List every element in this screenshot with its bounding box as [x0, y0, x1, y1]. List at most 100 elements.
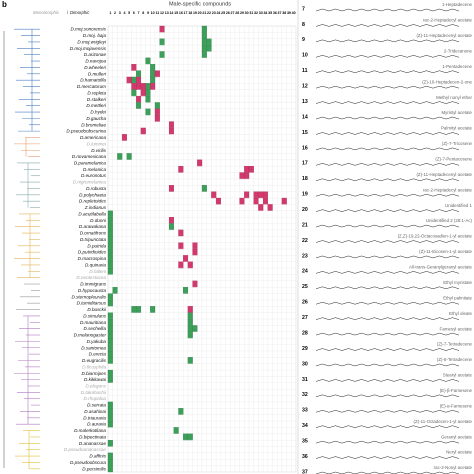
dimorphic-cell	[168, 127, 174, 135]
species-name: D.ornatifrons	[80, 231, 107, 236]
species-name: D.putrida	[87, 243, 106, 248]
monomorphic-cell	[107, 242, 113, 250]
compound-number: 26	[302, 300, 308, 306]
monomorphic-cell	[183, 287, 189, 294]
species-name: D.virilis	[91, 148, 107, 153]
compound-number: 11	[302, 68, 308, 74]
compound-name: Farnesyl acetate	[440, 326, 473, 331]
dimorphic-cell	[192, 248, 198, 256]
species-name: D.erecta	[89, 352, 107, 357]
dimorphic-cell	[253, 197, 259, 205]
species-name: D.arawakana	[79, 224, 107, 229]
monomorphic-cell	[154, 102, 160, 109]
compound-name: Geranyl acetate	[441, 434, 473, 439]
dimorphic-cell	[197, 159, 203, 167]
compound-name: (Z)-10-Heptadecen-2-one	[422, 79, 472, 84]
species-name: D.ficusphila	[82, 364, 106, 369]
column-number: 18	[188, 11, 192, 15]
compound-name: 2-Tridecanone	[444, 48, 473, 53]
column-number: 16	[179, 11, 183, 15]
dimorphic-cell	[262, 197, 268, 205]
species-name: D.moj. baja	[83, 33, 107, 38]
species-name: D.busckii	[87, 307, 107, 312]
dimorphic-cell	[244, 191, 250, 199]
compound-structure	[315, 209, 460, 212]
monomorphic-cell	[107, 261, 113, 269]
species-name: D.hypocausta	[78, 288, 107, 293]
dimorphic-cell	[168, 216, 174, 224]
species-name: D.falleni	[89, 269, 107, 274]
compound-number: 8	[302, 22, 305, 28]
monomorphic-cell	[145, 83, 151, 90]
species-name: D.elegans	[85, 384, 106, 389]
dimorphic-cell	[159, 25, 165, 33]
compound-number: 27	[302, 315, 308, 321]
species-name: D.santomea	[81, 345, 106, 350]
dimorphic-cell	[178, 229, 184, 237]
compound-name: Ethyl oleate	[449, 311, 473, 316]
monomorphic-cell	[107, 229, 113, 237]
column-number: 15	[174, 11, 178, 15]
dimorphic-cell	[140, 127, 146, 135]
compound-name: 1-Heptadecene	[442, 2, 473, 7]
compound-structure	[315, 363, 460, 367]
compound-number: 33	[302, 408, 308, 414]
species-name: D.acutilabella	[78, 211, 106, 216]
column-number: 31	[249, 11, 253, 15]
monomorphic-cell	[107, 299, 113, 307]
column-number: 33	[259, 11, 263, 15]
compound-name: (E)-β-Farnesene	[440, 388, 473, 393]
column-number: 6	[133, 11, 135, 15]
species-name: D.moj.sonorensis	[71, 27, 107, 32]
monomorphic-cell	[187, 318, 193, 326]
dimorphic-cell	[183, 255, 189, 262]
compound-structure	[315, 286, 460, 290]
compound-number: 19	[302, 192, 308, 198]
species-name: D.polychaeta	[79, 192, 106, 197]
monomorphic-cell	[159, 38, 165, 46]
compound-name: (E)-α-Farnesene	[440, 403, 473, 408]
monomorphic-cell	[178, 408, 184, 415]
species-name: D.bipectinata	[79, 434, 106, 439]
compound-structure	[315, 440, 460, 444]
compound-name: rac-2-Heptadecyl acetate	[423, 18, 473, 23]
compound-structure	[315, 116, 460, 120]
column-number: 22	[207, 11, 211, 15]
compound-structure	[315, 55, 460, 58]
monomorphic-cell	[201, 38, 207, 46]
compound-number: 35	[302, 439, 308, 445]
dimorphic-cell	[258, 204, 264, 211]
column-number: 2	[114, 11, 116, 15]
column-number: 3	[119, 11, 121, 15]
species-name: D.euronotus	[81, 173, 107, 178]
compound-structure	[315, 332, 460, 336]
column-number: 24	[216, 11, 220, 15]
monomorphic-cell	[107, 350, 113, 358]
compound-number: 16	[302, 145, 308, 151]
monomorphic-cell	[107, 408, 113, 415]
column-number: 5	[128, 11, 130, 15]
species-name: D.repleta	[87, 90, 106, 95]
monomorphic-cell	[107, 210, 113, 218]
compound-number: 34	[302, 423, 308, 429]
compound-number: 12	[302, 84, 308, 90]
monomorphic-cell	[187, 325, 193, 332]
monomorphic-cell	[107, 376, 113, 383]
column-number: 32	[254, 11, 258, 15]
monomorphic-cell	[187, 357, 193, 364]
species-name: D.sechellia	[84, 326, 107, 331]
compound-number: 25	[302, 284, 308, 290]
monomorphic-cell	[107, 236, 113, 243]
monomorphic-cell	[126, 153, 132, 160]
monomorphic-cell	[183, 433, 189, 441]
monomorphic-cell	[187, 312, 193, 320]
compound-name: (Z)-7-Tricosene	[442, 141, 473, 146]
dimorphic-cell	[136, 95, 142, 103]
compound-number: 28	[302, 330, 308, 336]
column-number: 25	[221, 11, 225, 15]
dimorphic-cell	[211, 191, 217, 199]
monomorphic-cell	[107, 369, 113, 377]
compound-structure	[315, 147, 460, 151]
species-name: D.moj.wrigleyi	[77, 39, 107, 44]
monomorphic-cell	[131, 76, 137, 84]
